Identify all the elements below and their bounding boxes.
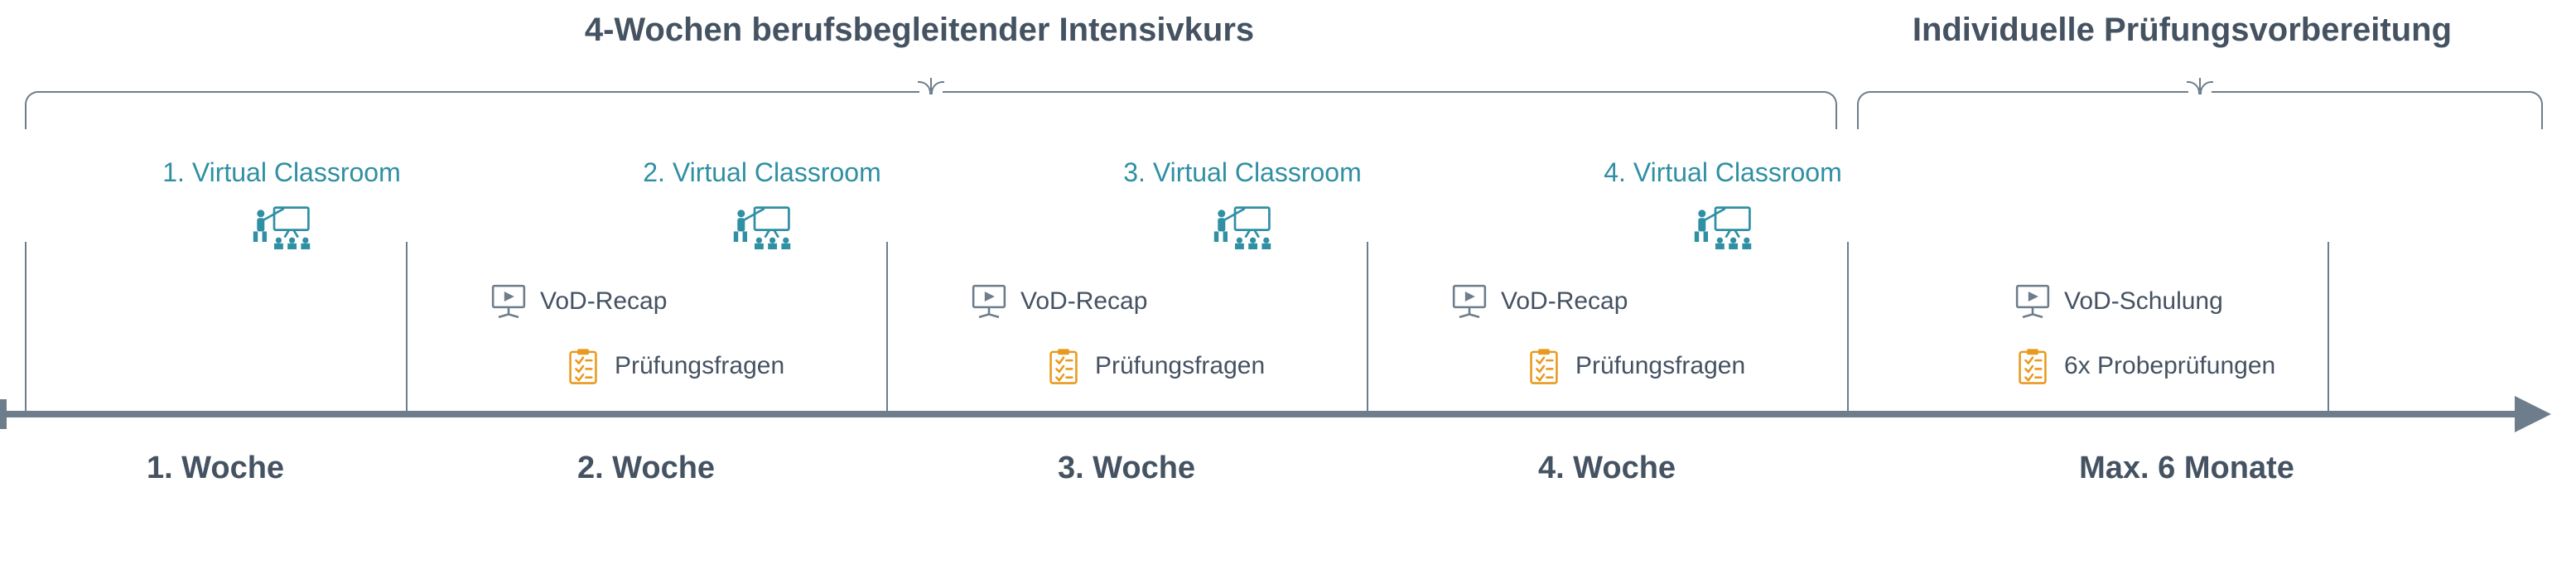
pruefungsfragen-item: Prüfungsfragen <box>1524 346 1745 386</box>
classroom-icon <box>1213 197 1272 257</box>
phase2-label: Max. 6 Monate <box>2079 451 2294 486</box>
week-divider <box>25 242 27 411</box>
vod-recap-item: VoD-Recap <box>1450 282 1628 321</box>
vod-recap-label: VoD-Recap <box>1020 287 1147 316</box>
week-divider <box>406 242 408 411</box>
virtual-classroom-label: 2. Virtual Classroom <box>643 157 881 188</box>
vod-schulung-label: VoD-Schulung <box>2064 287 2223 316</box>
week-divider <box>886 242 888 411</box>
classroom-icon <box>732 197 792 257</box>
virtual-classroom-label: 4. Virtual Classroom <box>1604 157 1842 188</box>
pruefungsfragen-item: Prüfungsfragen <box>563 346 784 386</box>
vod-schulung-item: VoD-Schulung <box>2013 282 2223 321</box>
vod-recap-label: VoD-Recap <box>540 287 667 316</box>
virtual-classroom-label: 3. Virtual Classroom <box>1123 157 1362 188</box>
week-label: 1. Woche <box>147 451 284 486</box>
pruefungsfragen-item: Prüfungsfragen <box>1044 346 1265 386</box>
vod-recap-label: VoD-Recap <box>1501 287 1628 316</box>
week-divider <box>1847 242 1849 411</box>
virtual-classroom-label: 1. Virtual Classroom <box>162 157 401 188</box>
week-divider <box>2328 242 2329 411</box>
pruefungsfragen-label: Prüfungsfragen <box>1575 352 1745 380</box>
brace-pruefung <box>1857 91 2543 129</box>
classroom-icon <box>252 197 311 257</box>
pruefungsfragen-label: Prüfungsfragen <box>615 352 784 380</box>
brace-intensivkurs <box>25 91 1837 129</box>
vod-recap-item: VoD-Recap <box>969 282 1147 321</box>
heading-intensivkurs: 4-Wochen berufsbegleitender Intensivkurs <box>585 12 1254 49</box>
week-divider <box>1367 242 1368 411</box>
pruefungsfragen-label: Prüfungsfragen <box>1095 352 1265 380</box>
week-label: 3. Woche <box>1058 451 1195 486</box>
week-label: 4. Woche <box>1538 451 1676 486</box>
classroom-icon <box>1693 197 1753 257</box>
vod-recap-item: VoD-Recap <box>489 282 667 321</box>
probepruefungen-label: 6x Probeprüfungen <box>2064 352 2275 380</box>
heading-pruefungsvorbereitung: Individuelle Prüfungsvorbereitung <box>1913 12 2452 49</box>
probepruefungen-item: 6x Probeprüfungen <box>2013 346 2275 386</box>
week-label: 2. Woche <box>577 451 715 486</box>
